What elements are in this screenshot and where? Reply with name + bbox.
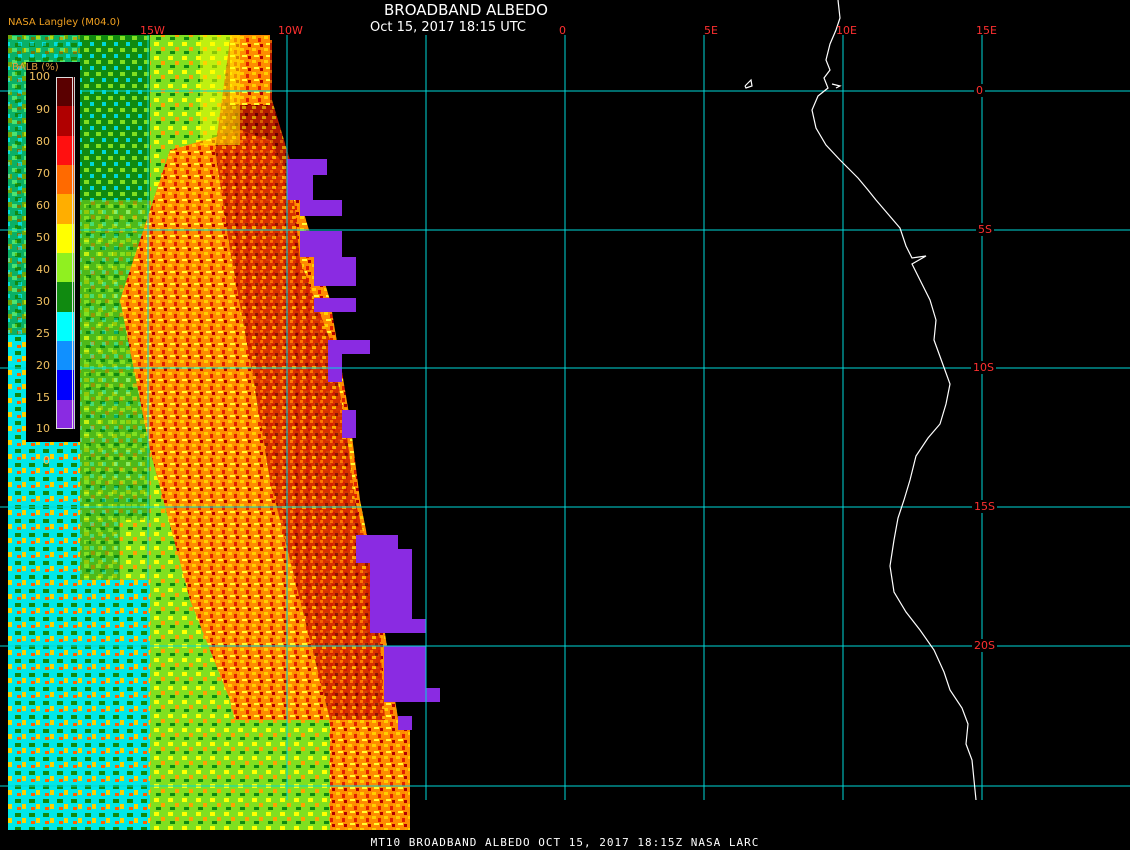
lon-label-5e: 5E bbox=[704, 24, 718, 37]
lon-label-15e: 15E bbox=[976, 24, 997, 37]
no-data-blocks bbox=[287, 159, 440, 730]
legend-tick: 40 bbox=[36, 263, 50, 276]
lat-label-20s: 20S bbox=[972, 639, 997, 652]
map-title: BROADBAND ALBEDO bbox=[384, 1, 548, 19]
legend-tick: 50 bbox=[36, 231, 50, 244]
footer-caption: MT10 BROADBAND ALBEDO OCT 15, 2017 18:15… bbox=[370, 836, 760, 849]
map-timestamp: Oct 15, 2017 18:15 UTC bbox=[370, 20, 526, 35]
legend-tick: 10 bbox=[36, 422, 50, 435]
legend-tick: 0 bbox=[43, 454, 50, 467]
legend-frame bbox=[56, 77, 73, 429]
graticule bbox=[0, 35, 1130, 800]
legend-tick: 30 bbox=[36, 295, 50, 308]
legend-tick: 20 bbox=[36, 359, 50, 372]
lat-label-10s: 10S bbox=[971, 361, 996, 374]
legend-tick: 100 bbox=[29, 70, 50, 83]
lon-label-15w: 15W bbox=[140, 24, 165, 37]
lat-label-15s: 15S bbox=[972, 500, 997, 513]
legend-title: BALB (%) bbox=[12, 62, 59, 73]
legend-tick: 90 bbox=[36, 103, 50, 116]
lat-label-0: 0 bbox=[974, 84, 985, 97]
lon-label-10w: 10W bbox=[278, 24, 303, 37]
legend-tick: 60 bbox=[36, 199, 50, 212]
lat-label-5s: 5S bbox=[976, 223, 994, 236]
legend-tick: 15 bbox=[36, 391, 50, 404]
lon-label-10e: 10E bbox=[836, 24, 857, 37]
legend-tick: 80 bbox=[36, 135, 50, 148]
provider-label: NASA Langley (M04.0) bbox=[8, 17, 120, 28]
coastline bbox=[744, 0, 977, 801]
lon-label-0: 0 bbox=[559, 24, 566, 37]
legend-tick: 70 bbox=[36, 167, 50, 180]
legend-tick: 25 bbox=[36, 327, 50, 340]
